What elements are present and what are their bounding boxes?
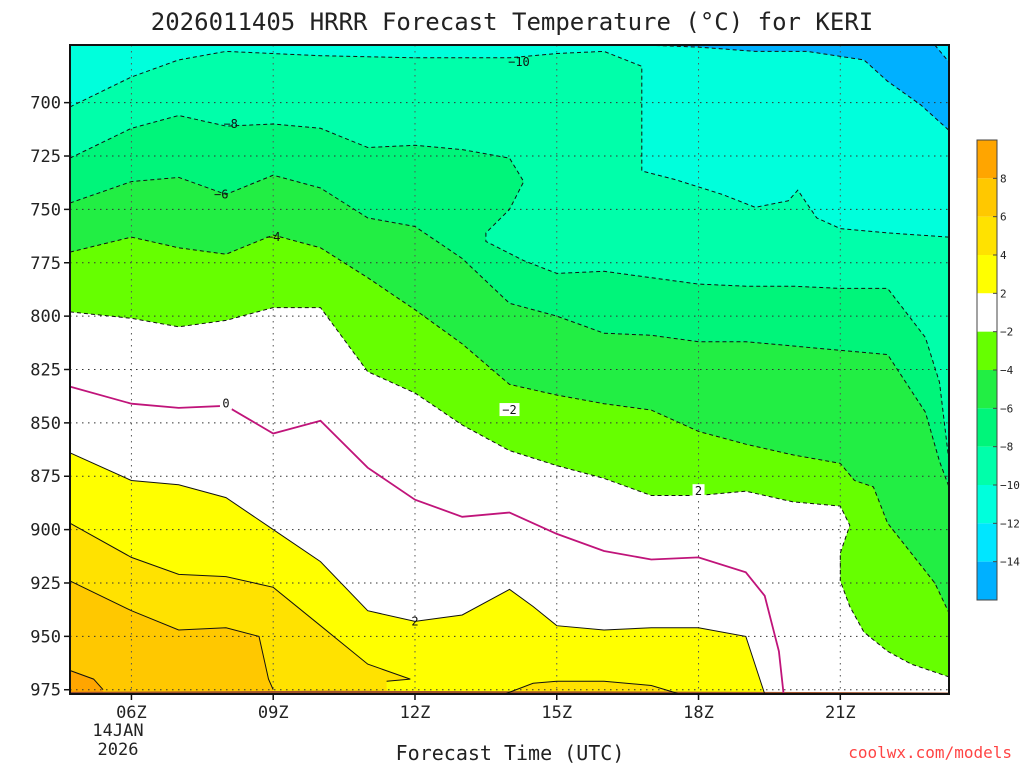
contour-label-8: 0: [222, 397, 229, 411]
x-tick-label: 21Z: [825, 703, 856, 723]
contour-label-6: −2: [502, 403, 516, 417]
contour-label-9: 2: [411, 614, 418, 628]
credit-link[interactable]: coolwx.com/models: [848, 743, 1012, 762]
y-tick-label: 950: [30, 627, 61, 647]
contour-line-8-12: [69, 670, 104, 691]
x-tick-label: 12Z: [400, 703, 431, 723]
ground-strip: [70, 690, 949, 694]
contour-line-2-9: [69, 452, 766, 695]
contour-label-4: −6: [214, 187, 228, 201]
y-tick-label: 875: [30, 467, 61, 487]
colorbar-tick-label: −12: [1000, 517, 1020, 530]
colorbar: 8 6 4 2 −2 −4 −6 −8 −10 −12 −14: [976, 139, 1020, 601]
y-tick-label: 775: [30, 254, 61, 274]
x-tick-label: 09Z: [258, 703, 289, 723]
fill-band-cold-corner-0: [641, 45, 949, 131]
chart-title: 2026011405 HRRR Forecast Temperature (°C…: [151, 8, 873, 36]
colorbar-bin: [977, 331, 997, 370]
colorbar-bin: [977, 178, 997, 217]
y-tick-label: 700: [30, 94, 61, 114]
colorbar-bin: [977, 485, 997, 524]
fill-band-6-to-8: [70, 580, 274, 694]
colorbar-bin: [977, 255, 997, 294]
contour-line-minus4-5: [69, 234, 950, 614]
contour-line-minus12-2: [934, 44, 950, 63]
contour-label-7: 2: [695, 484, 702, 498]
x-axis: 06Z 09Z 12Z 15Z 18Z 21Z: [116, 694, 856, 723]
contour-line-minus2-6: [69, 307, 950, 678]
y-tick-label: 925: [30, 574, 61, 594]
colorbar-tick-label: −4: [1000, 364, 1014, 377]
y-tick-label: 800: [30, 307, 61, 327]
colorbar-bin: [977, 140, 997, 179]
colorbar-bin: [977, 523, 997, 562]
y-tick-label: 900: [30, 521, 61, 541]
contour-label-0: −10: [508, 55, 530, 69]
x-tick-label: 06Z: [116, 703, 147, 723]
contour-line-minus8-3: [69, 114, 950, 462]
plot-area: [70, 45, 949, 694]
colorbar-bin: [977, 370, 997, 409]
colorbar-bin: [977, 216, 997, 255]
contour-lines: −10 −8 −6 −4 −2 2 0 2: [69, 44, 950, 695]
colorbar-tick-label: 2: [1000, 287, 1007, 300]
contour-line-minus6-4: [69, 174, 950, 488]
colorbar-bin: [977, 408, 997, 447]
colorbar-tick-label: −10: [1000, 479, 1020, 492]
colorbar-tick-label: −14: [1000, 556, 1020, 569]
x-axis-title: Forecast Time (UTC): [396, 741, 625, 765]
contour-line-minus10-0: [69, 50, 950, 238]
y-axis: 700 725 750 775 800 825 850 875 900 925 950 975: [30, 94, 70, 701]
colorbar-tick-label: −8: [1000, 441, 1013, 454]
colorbar-tick-label: −2: [1000, 326, 1013, 339]
x-tick-label: 15Z: [541, 703, 572, 723]
colorbar-bin: [977, 561, 997, 600]
contour-label-5: −4: [266, 230, 280, 244]
colorbar-tick-label: −6: [1000, 402, 1013, 415]
contour-label-bg: [499, 403, 520, 417]
contour-line-6-11: [69, 580, 274, 690]
y-tick-label: 825: [30, 361, 61, 381]
contour-label-bg: [219, 396, 232, 410]
colorbar-bin: [977, 293, 997, 332]
y-tick-label: 850: [30, 414, 61, 434]
contour-line-minus14-1: [641, 44, 950, 131]
colorbar-bin: [977, 446, 997, 485]
date-label-day: 14JAN: [92, 721, 143, 741]
contour-line-4-10: [69, 522, 411, 682]
y-tick-label: 975: [30, 681, 61, 701]
y-tick-label: 725: [30, 147, 61, 167]
grid: [70, 45, 949, 694]
colorbar-tick-label: 8: [1000, 172, 1007, 185]
contour-label-3: −8: [223, 117, 237, 131]
contour-label-bg: [692, 484, 705, 498]
date-label-year: 2026: [98, 740, 139, 760]
fill-band-8-to-10: [70, 670, 104, 694]
colorbar-tick-label: 6: [1000, 211, 1007, 224]
contour-line-4-13: [504, 680, 680, 695]
colorbar-tick-label: 4: [1000, 249, 1007, 262]
y-tick-label: 750: [30, 200, 61, 220]
x-tick-label: 18Z: [683, 703, 714, 723]
contour-line-0-8: [69, 385, 785, 695]
